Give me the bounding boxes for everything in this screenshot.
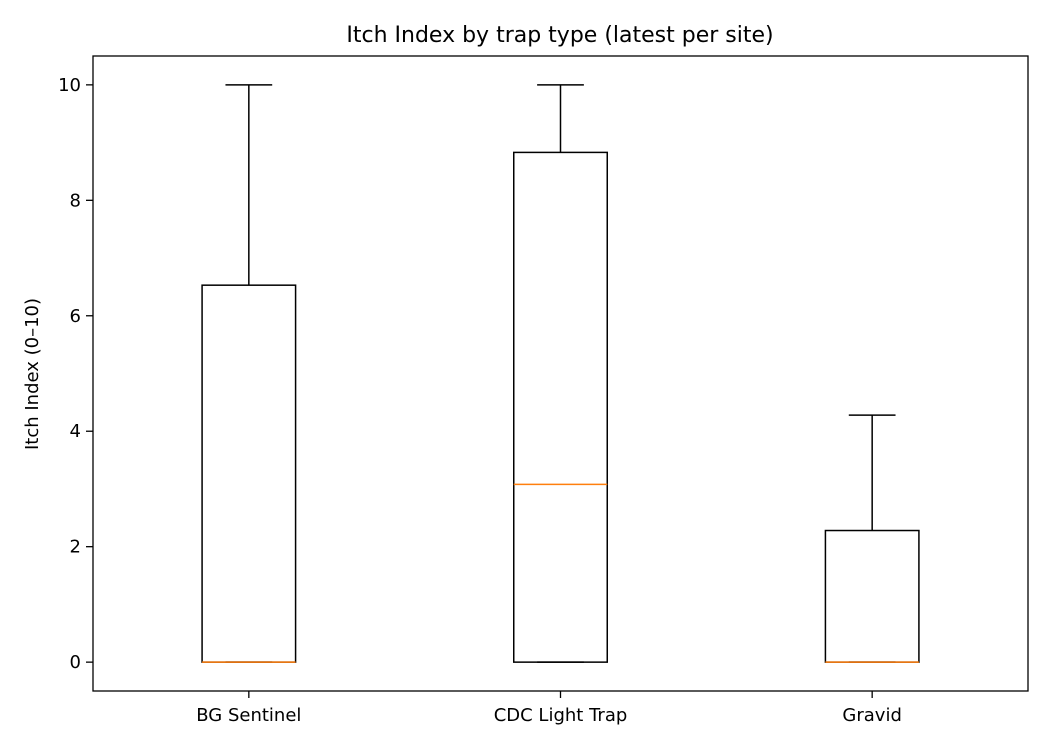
y-tick-label: 10	[58, 75, 81, 96]
plot-area: 0 2 4 6 8 10 BG Sentinel CDC Light Trap Gravid	[58, 55, 1029, 726]
x-tick-label: Gravid	[842, 705, 901, 726]
box	[513, 151, 608, 663]
y-axis-label: Itch Index (0–10)	[22, 298, 43, 450]
y-tick-label: 0	[70, 652, 81, 673]
y-tick-label: 8	[70, 190, 81, 211]
chart-title: Itch Index by trap type (latest per site…	[346, 23, 773, 48]
x-tick-label: BG Sentinel	[196, 705, 301, 726]
x-tick-label: CDC Light Trap	[494, 705, 628, 726]
axes-frame	[92, 55, 1029, 692]
y-tick-label: 4	[70, 421, 81, 442]
y-tick-label: 2	[70, 537, 81, 558]
y-tick-label: 6	[70, 306, 81, 327]
